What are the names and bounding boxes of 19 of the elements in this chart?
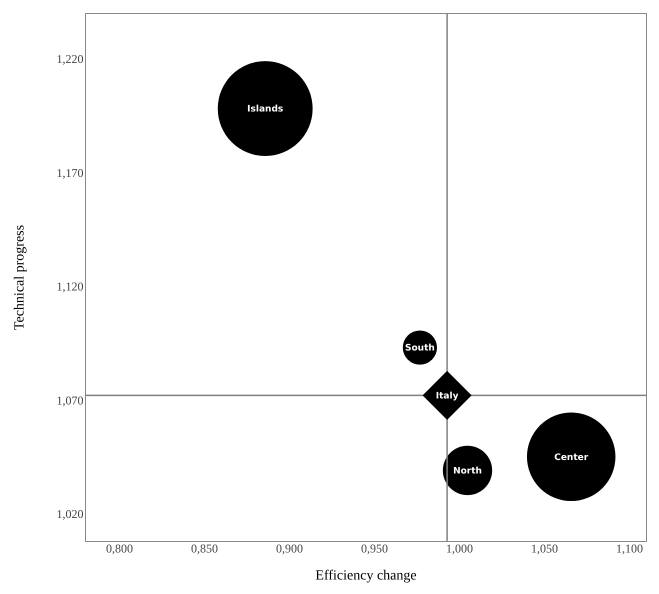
x-tick-label: 0,850 [191, 542, 218, 556]
y-tick-label: 1,070 [56, 393, 84, 408]
x-axis-title: Efficiency change [315, 568, 417, 584]
x-tick-label: 0,900 [276, 542, 303, 556]
x-tick-label: 1,000 [446, 542, 473, 556]
x-tick-label: 0,950 [361, 542, 388, 556]
annotation: Islands [247, 104, 284, 115]
y-tick-label: 1,220 [56, 52, 84, 66]
x-tick-label: 1,050 [531, 542, 558, 556]
y-tick-label: 1,020 [56, 507, 84, 522]
annotation: North [453, 466, 482, 476]
y-tick-label: 1,120 [56, 280, 84, 294]
annotation: Italy [436, 391, 459, 402]
x-tick-label: 0,800 [106, 542, 133, 556]
annotation: Center [554, 452, 589, 463]
y-axis-title: Technical progress [12, 224, 28, 330]
y-tick-label: 1,170 [56, 166, 84, 180]
annotation: South [405, 344, 435, 354]
x-tick-label: 1,100 [616, 542, 643, 556]
